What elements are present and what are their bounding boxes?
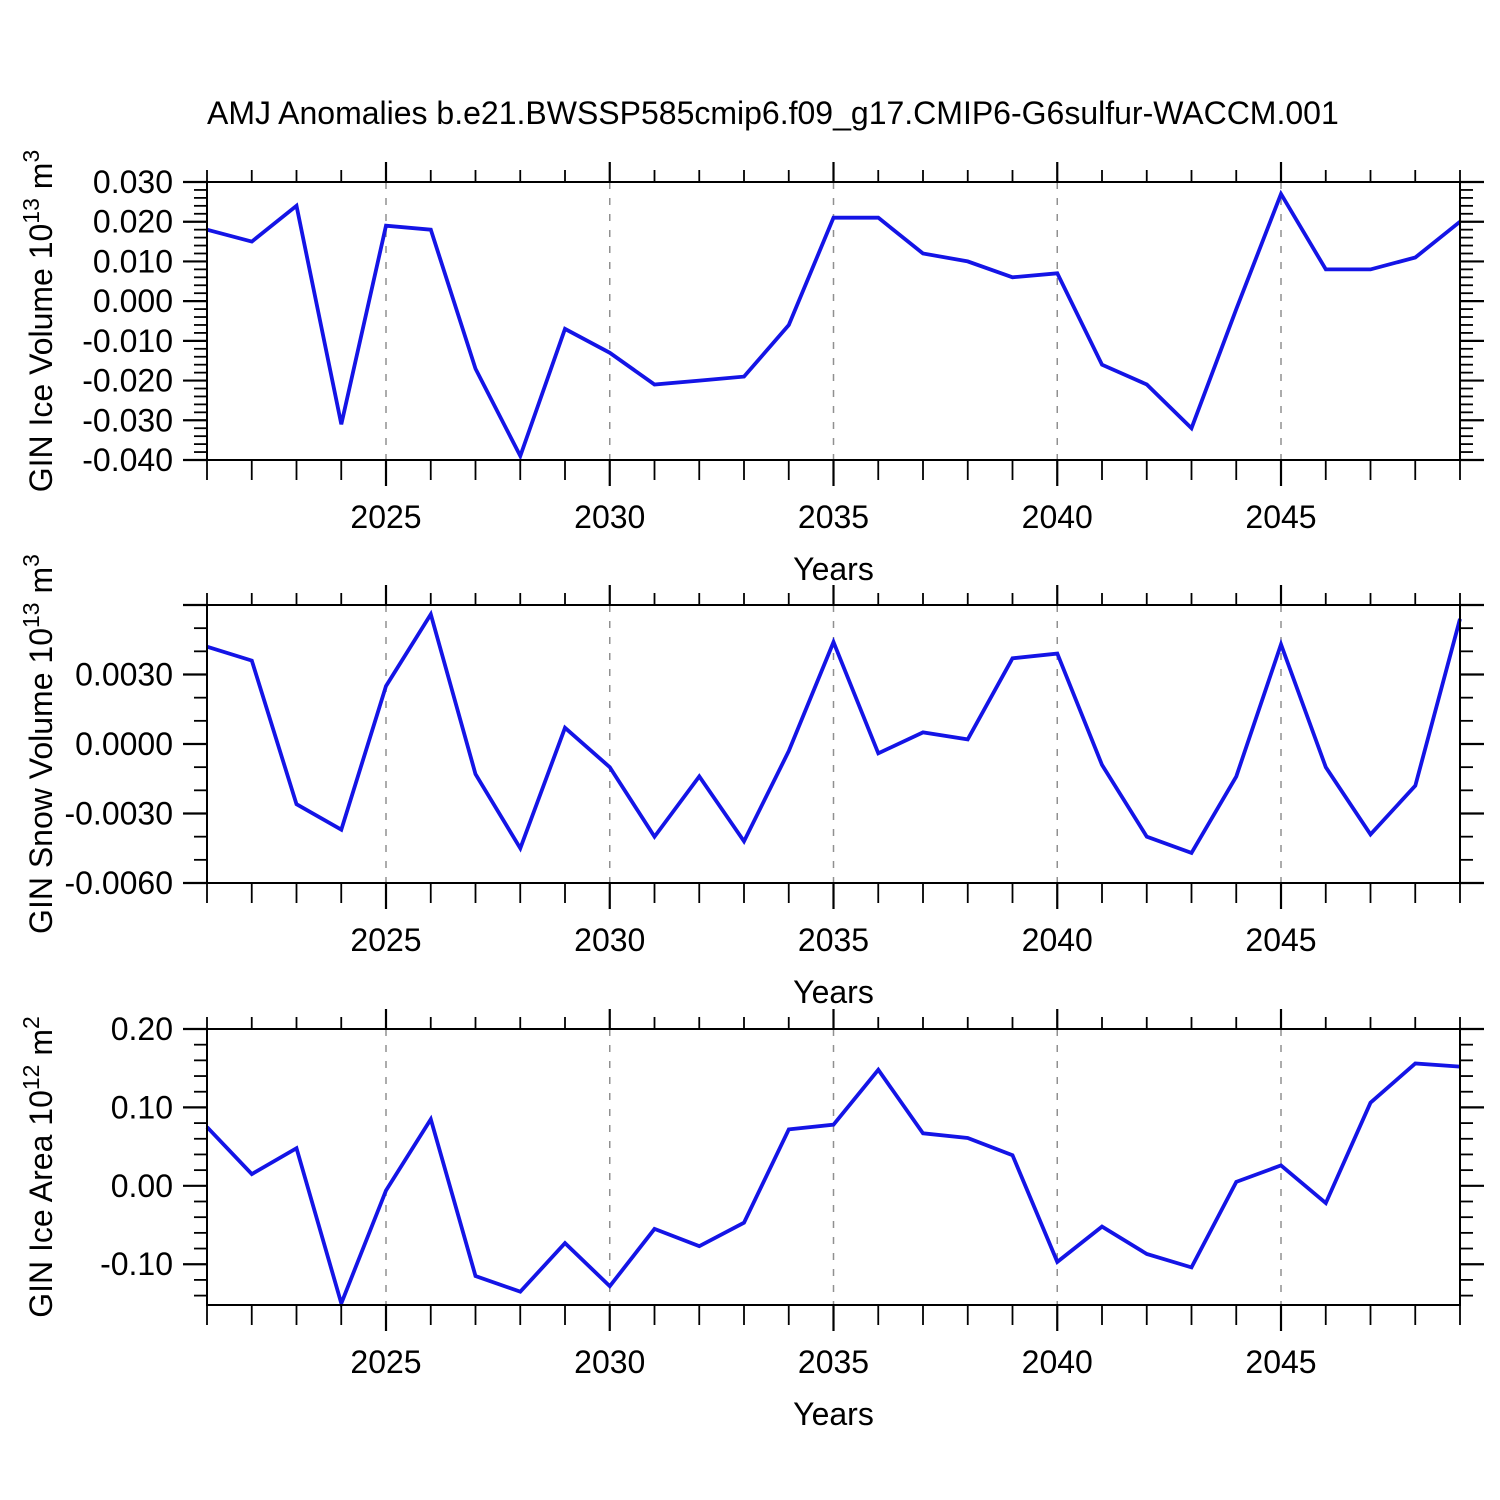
x-tick-label: 2045 <box>1245 1344 1316 1380</box>
y-tick-label: -0.040 <box>82 442 173 478</box>
y-tick-label: 0.20 <box>111 1011 173 1047</box>
x-tick-label: 2035 <box>798 922 869 958</box>
gin-ice-volume-line <box>206 189 1462 461</box>
x-tick-label: 2040 <box>1022 499 1093 535</box>
x-tick-label: 2025 <box>350 922 421 958</box>
y-tick-label: 0.0030 <box>75 657 173 693</box>
y-axis-title: GIN Snow Volume 1013 m3 <box>18 554 59 934</box>
y-axis-title: GIN Ice Area 1012 m2 <box>18 1016 59 1318</box>
y-tick-label: 0.000 <box>93 283 173 319</box>
x-axis-title: Years <box>793 551 874 587</box>
y-tick-label: -0.0030 <box>64 796 173 832</box>
y-tick-label: 0.010 <box>93 243 173 279</box>
y-tick-label: -0.030 <box>82 402 173 438</box>
figure-title: AMJ Anomalies b.e21.BWSSP585cmip6.f09_g1… <box>207 95 1339 131</box>
y-tick-label: 0.030 <box>93 164 173 200</box>
x-tick-label: 2030 <box>574 499 645 535</box>
y-axis-title: GIN Ice Volume 1013 m3 <box>18 150 59 493</box>
y-tick-label: -0.020 <box>82 363 173 399</box>
y-tick-label: -0.010 <box>82 323 173 359</box>
chart-gin-ice-area: 2025 2030 2035 2040 2045 Years 0.20 0.10 0.00 -0.… <box>18 1009 1484 1432</box>
x-tick-label: 2035 <box>798 499 869 535</box>
x-tick-label: 2025 <box>350 1344 421 1380</box>
y-tick-label: -0.10 <box>100 1246 173 1282</box>
y-tick-label: 0.0000 <box>75 726 173 762</box>
chart-gin-ice-volume: 2025 2030 2035 2040 2045 Years 0.030 0.0200.010… <box>18 150 1484 587</box>
y-tick-label: -0.0060 <box>64 865 173 901</box>
gin-ice-area-line <box>205 1061 1461 1310</box>
x-tick-label: 2040 <box>1022 1344 1093 1380</box>
x-tick-label: 2025 <box>350 499 421 535</box>
x-tick-label: 2040 <box>1022 922 1093 958</box>
x-tick-label: 2030 <box>574 922 645 958</box>
y-tick-label: 0.00 <box>111 1168 173 1204</box>
chart-gin-snow-volume: 2025 2030 2035 2040 2045 Years 0.0030 0.0000 -0.… <box>18 554 1484 1010</box>
x-tick-label: 2045 <box>1245 922 1316 958</box>
x-axis-title: Years <box>793 974 874 1010</box>
x-axis-title: Years <box>793 1396 874 1432</box>
x-tick-label: 2035 <box>798 1344 869 1380</box>
x-tick-label: 2030 <box>574 1344 645 1380</box>
gin-snow-volume-line <box>206 609 1462 856</box>
y-tick-label: 0.10 <box>111 1089 173 1125</box>
x-tick-label: 2045 <box>1245 499 1316 535</box>
y-tick-label: 0.020 <box>93 204 173 240</box>
